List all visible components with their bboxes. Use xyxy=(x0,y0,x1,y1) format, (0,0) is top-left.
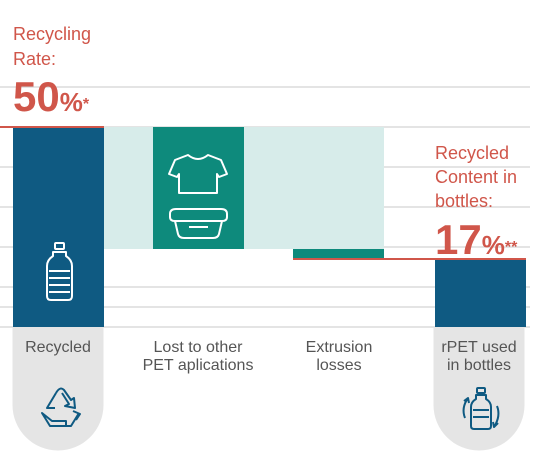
bar-rpet-used-in-bottles xyxy=(435,259,526,327)
recycling-rate-value: 50%* xyxy=(13,73,90,120)
recycling-rate-label-line-1: Recycling xyxy=(13,24,91,44)
recycled-content-value: 17%** xyxy=(435,216,518,263)
bottle-icon xyxy=(46,242,73,301)
category-label: Extrusion xyxy=(306,339,373,356)
bars xyxy=(13,127,526,327)
category-label: in bottles xyxy=(447,357,511,374)
recycled-content-label-line-1: Recycled xyxy=(435,143,509,163)
recycle-icon xyxy=(41,387,81,427)
tshirt-icon xyxy=(168,154,228,194)
bar-extrusion-losses xyxy=(293,249,384,259)
footer-tab xyxy=(12,327,104,451)
bottle-cycle-icon xyxy=(462,387,500,430)
category-label: PET aplications xyxy=(143,357,254,374)
recycling-rate-annotation: Recycling Rate: 50%* xyxy=(13,24,91,120)
food-tray-icon xyxy=(169,208,228,239)
recycling-rate-label-line-2: Rate: xyxy=(13,49,56,69)
bar-lost-to-other-pet-aplications xyxy=(153,127,244,249)
recycled-content-label-line-2: Content in xyxy=(435,167,517,187)
recycled-content-annotation: Recycled Content in bottles: 17%** xyxy=(435,143,518,263)
reference-lines xyxy=(0,126,526,260)
bar-recycled xyxy=(13,127,104,327)
category-label: losses xyxy=(316,357,361,374)
category-label: Recycled xyxy=(25,339,91,356)
category-label: rPET used xyxy=(441,339,516,356)
category-label: Lost to other xyxy=(154,339,244,356)
recycled-content-label-line-3: bottles: xyxy=(435,191,493,211)
